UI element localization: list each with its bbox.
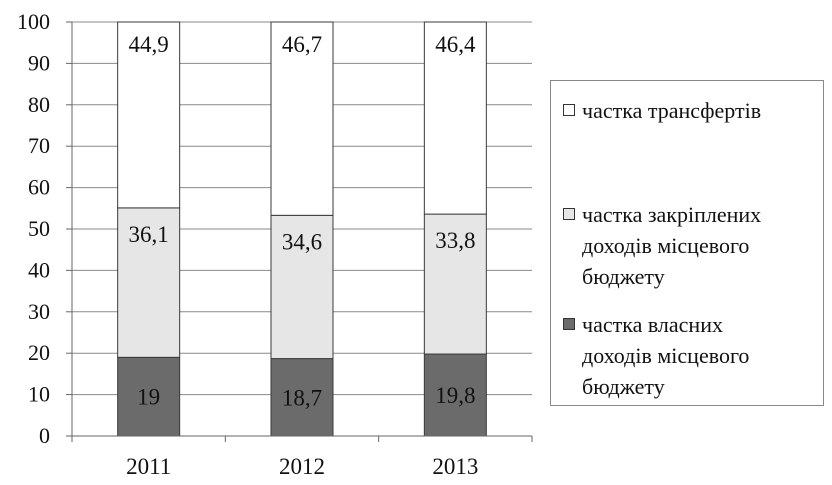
legend-swatch-own-revenues <box>563 318 575 330</box>
x-tick-label: 2012 <box>279 454 325 479</box>
legend-label-line: доходів місцевого <box>582 233 750 258</box>
data-label: 46,4 <box>435 32 476 57</box>
y-tick-label: 30 <box>28 299 50 324</box>
bar-segment <box>423 353 487 437</box>
bar-segment <box>423 21 487 215</box>
x-tick-label: 2011 <box>126 454 171 479</box>
legend-label-line: частка закріплених <box>582 202 762 227</box>
data-label: 36,1 <box>129 222 169 247</box>
y-tick-label: 70 <box>28 133 50 158</box>
bar-segment <box>270 214 334 360</box>
data-labels: 19 36,1 44,9 18,7 34,6 46,7 19,8 33,8 46,4 <box>129 32 476 410</box>
legend-item-assigned-revenues: частка закріплених доходів місцевого бюдже… <box>563 199 821 292</box>
legend-swatch-assigned-revenues <box>563 208 575 220</box>
bar-segment <box>270 358 334 437</box>
legend-label: частка закріплених доходів місцевого бюдже… <box>582 199 821 292</box>
y-tick-label: 60 <box>28 175 50 200</box>
legend: частка трансфертів частка закріплених дох… <box>550 80 824 406</box>
legend-label-line: частка власних <box>582 312 723 337</box>
bar-segment <box>270 21 334 216</box>
legend-item-own-revenues: частка власних доходів місцевого бюджету <box>563 309 821 402</box>
data-label: 19 <box>137 385 160 410</box>
data-label: 19,8 <box>435 383 475 408</box>
legend-label: частка власних доходів місцевого бюджету <box>582 309 821 402</box>
y-tick-label: 80 <box>28 92 50 117</box>
y-tick-label: 100 <box>17 9 50 34</box>
legend-item-transfers: частка трансфертів <box>563 95 821 126</box>
data-label: 46,7 <box>282 32 322 57</box>
y-tick-label: 50 <box>28 216 50 241</box>
bar-segment <box>117 21 181 209</box>
data-label: 33,8 <box>435 228 475 253</box>
x-tick-label: 2013 <box>432 454 478 479</box>
data-label: 34,6 <box>282 229 322 254</box>
legend-label-line: доходів місцевого <box>582 343 750 368</box>
legend-swatch-transfers <box>563 104 575 116</box>
data-label: 18,7 <box>282 385 322 410</box>
data-label: 44,9 <box>129 32 169 57</box>
y-tick-label: 10 <box>28 382 50 407</box>
y-tick-label: 90 <box>28 50 50 75</box>
legend-label: частка трансфертів <box>582 98 762 123</box>
bar-segment <box>423 213 487 355</box>
bar-segment <box>117 207 181 358</box>
y-tick-label: 40 <box>28 257 50 282</box>
bars <box>117 21 487 437</box>
axes: 0 10 20 30 40 50 60 70 80 90 100 2011 2012 2013 <box>17 9 533 479</box>
legend-label-line: бюджету <box>582 264 665 289</box>
legend-label-line: бюджету <box>582 374 665 399</box>
y-tick-label: 0 <box>39 423 50 448</box>
y-tick-label: 20 <box>28 340 50 365</box>
